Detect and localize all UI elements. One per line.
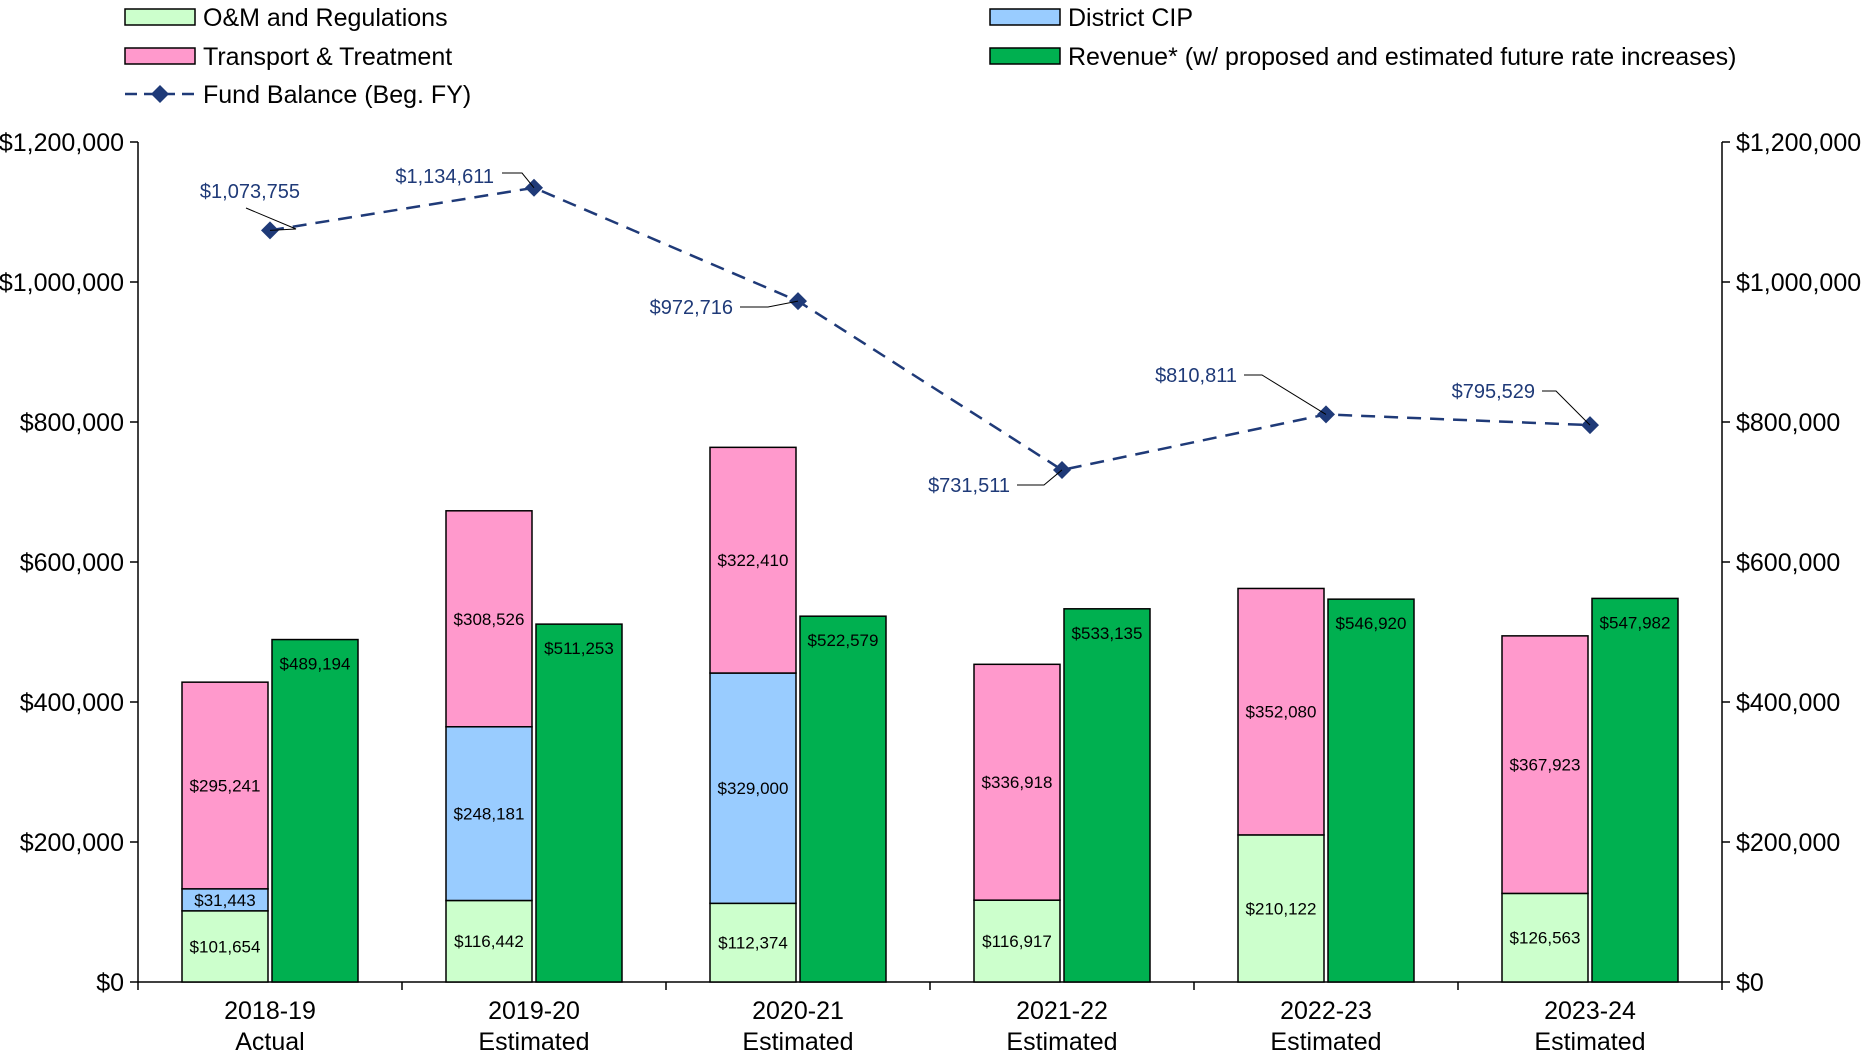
x-tick-label-sub: Estimated — [1270, 1028, 1381, 1056]
bar-data-label: $210,122 — [1246, 899, 1317, 918]
revenue-data-label: $533,135 — [1072, 624, 1143, 643]
legend: O&M and Regulations Transport & Treatment… — [124, 4, 1736, 109]
fund-balance-leader-line — [740, 300, 799, 308]
legend-label: Revenue* (w/ proposed and estimated futu… — [1068, 43, 1736, 71]
legend-label: Fund Balance (Beg. FY) — [203, 81, 471, 109]
x-tick-label: 2020-21 — [752, 997, 844, 1025]
revenue-bar — [271, 638, 359, 983]
x-tick-label: 2019-20 — [488, 997, 580, 1025]
bar-data-label: $248,181 — [454, 805, 525, 824]
y-tick-label-left: $0 — [96, 969, 124, 997]
bar-data-label: $116,442 — [454, 932, 524, 951]
bar-data-label: $329,000 — [718, 779, 789, 798]
fund-balance-leader-line — [1244, 374, 1327, 415]
x-tick-label: 2023-24 — [1544, 997, 1636, 1025]
fund-balance-leader-line — [1017, 469, 1063, 486]
y-tick-label-left: $1,200,000 — [0, 129, 124, 157]
fund-balance-data-label: $731,511 — [928, 475, 1010, 497]
x-tick-label-sub: Estimated — [1006, 1028, 1117, 1056]
bar-data-label: $126,563 — [1510, 929, 1581, 948]
y-tick-label-left: $600,000 — [20, 549, 124, 577]
stacked-bar-segment — [1237, 834, 1325, 983]
legend-swatch — [124, 47, 196, 65]
bar-data-label: $367,923 — [1510, 756, 1581, 775]
bar-data-label: $295,241 — [190, 776, 261, 795]
y-tick-label-right: $600,000 — [1736, 549, 1840, 577]
stacked-bar-segment — [1501, 635, 1589, 895]
y-tick-label-right: $0 — [1736, 969, 1764, 997]
fund-balance-line — [245, 172, 1599, 486]
stacked-bar-segment — [709, 672, 797, 905]
revenue-bar — [1063, 608, 1151, 983]
fund-balance-data-label: $972,716 — [650, 297, 733, 319]
bar-data-label: $352,080 — [1246, 703, 1317, 722]
stacked-bar-segment — [709, 446, 797, 674]
stacked-bar-segment — [973, 899, 1061, 983]
bars — [181, 446, 1679, 983]
stacked-bar-segment — [181, 681, 269, 890]
bar-data-label: $308,526 — [454, 610, 525, 629]
stacked-bar-segment — [445, 510, 533, 728]
y-tick-label-left: $800,000 — [20, 409, 124, 437]
y-tick-label-right: $1,200,000 — [1736, 129, 1861, 157]
fund-balance-data-label: $795,529 — [1452, 381, 1535, 403]
x-tick-label-sub: Estimated — [1534, 1028, 1645, 1056]
fund-balance-data-label: $1,134,611 — [395, 166, 494, 188]
y-tick-label-right: $1,000,000 — [1736, 269, 1861, 297]
revenue-data-label: $511,253 — [544, 639, 614, 658]
bar-data-label: $336,918 — [982, 773, 1053, 792]
stacked-bar-segment — [973, 663, 1061, 901]
bar-data-label: $101,654 — [190, 937, 261, 956]
fund-balance-leader-line — [1542, 390, 1591, 426]
x-tick-label: 2021-22 — [1016, 997, 1108, 1025]
legend-swatch — [124, 8, 196, 26]
y-tick-label-right: $800,000 — [1736, 409, 1840, 437]
stacked-bar-segment — [181, 910, 269, 983]
revenue-data-label: $522,579 — [808, 631, 879, 650]
legend-swatch — [989, 8, 1061, 26]
y-tick-label-right: $400,000 — [1736, 689, 1840, 717]
legend-swatch — [989, 47, 1061, 65]
fund-balance-leader-line — [502, 172, 535, 189]
revenue-data-label: $546,920 — [1336, 614, 1407, 633]
y-tick-label-left: $200,000 — [20, 829, 124, 857]
revenue-bar — [1327, 598, 1415, 983]
revenue-bar — [535, 623, 623, 983]
x-tick-label: 2022-23 — [1280, 997, 1372, 1025]
y-tick-label-right: $200,000 — [1736, 829, 1840, 857]
data-labels: $101,654 $31,443 $295,241 $489,194 $116,442 $… — [190, 166, 1671, 956]
revenue-data-label: $547,982 — [1600, 613, 1671, 632]
x-tick-label-sub: Estimated — [742, 1028, 853, 1056]
bar-data-label: $112,374 — [718, 934, 788, 953]
legend-label: Transport & Treatment — [203, 43, 452, 71]
bar-data-label: $322,410 — [718, 551, 789, 570]
axes: $0 $0 $200,000 $200,000 $400,000 $400,000 $600… — [0, 129, 1861, 1056]
bar-data-label: $31,443 — [194, 891, 255, 910]
fund-balance-data-label: $810,811 — [1155, 365, 1237, 387]
revenue-bar — [799, 615, 887, 983]
bar-data-label: $116,917 — [982, 932, 1052, 951]
fund-balance-leader-line — [245, 207, 297, 231]
y-tick-label-left: $1,000,000 — [0, 269, 124, 297]
revenue-bar — [1591, 597, 1679, 983]
y-tick-label-left: $400,000 — [20, 689, 124, 717]
stacked-bar-segment — [709, 902, 797, 983]
fund-balance-line-path — [269, 186, 1591, 472]
x-tick-label-sub: Actual — [235, 1028, 304, 1056]
x-tick-label: 2018-19 — [224, 997, 316, 1025]
legend-label: O&M and Regulations — [203, 4, 448, 32]
revenue-data-label: $489,194 — [280, 655, 351, 674]
x-tick-label-sub: Estimated — [478, 1028, 589, 1056]
stacked-bar-segment — [445, 899, 533, 983]
legend-label: District CIP — [1068, 4, 1193, 32]
legend-marker — [151, 85, 169, 103]
stacked-bar-segment — [1237, 587, 1325, 836]
fund-balance-data-label: $1,073,755 — [200, 181, 300, 203]
